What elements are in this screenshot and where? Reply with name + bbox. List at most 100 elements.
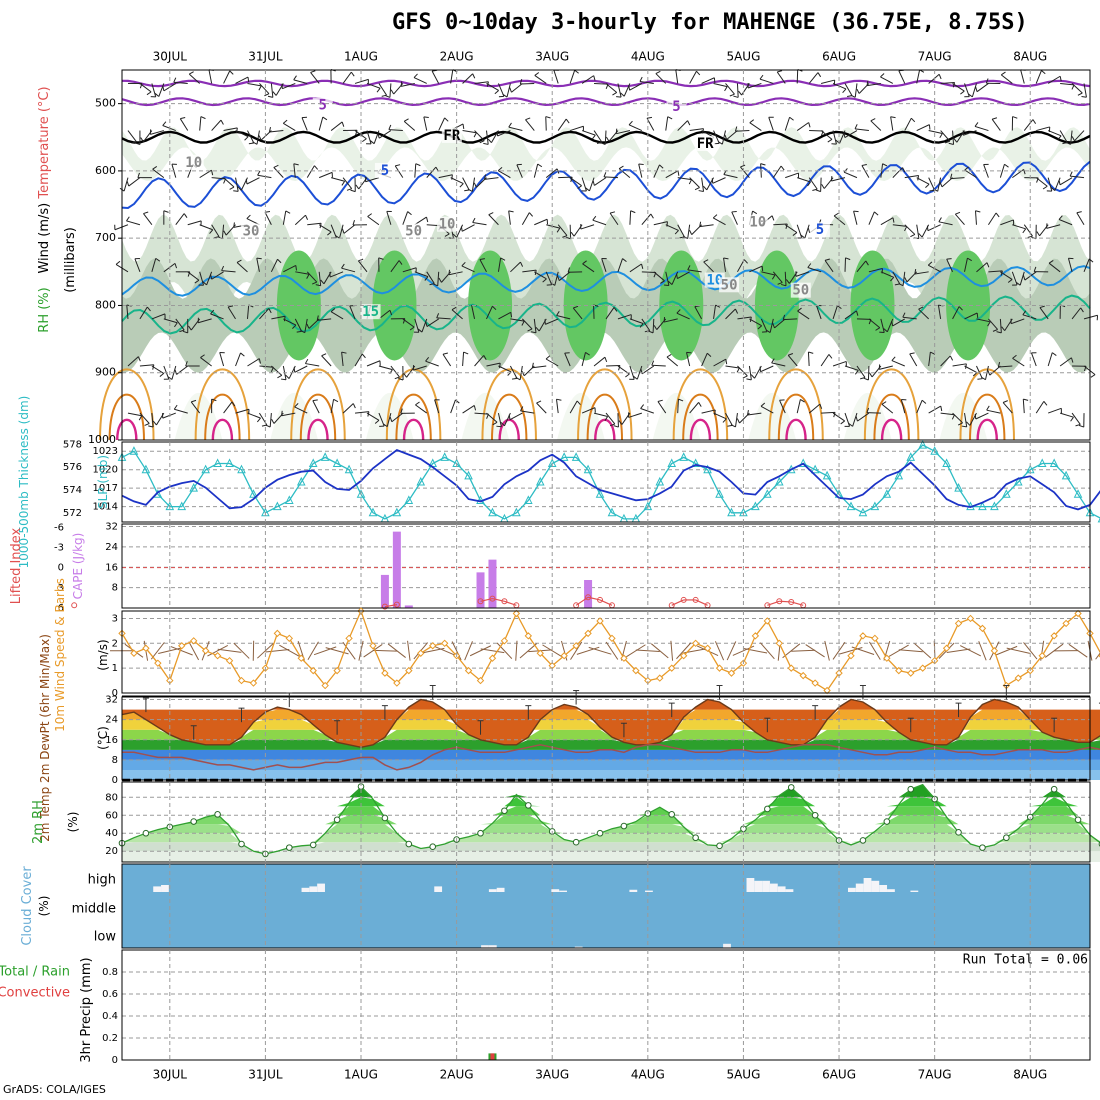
wind-barb — [259, 365, 274, 368]
slp-marker — [440, 452, 449, 461]
wind-barb — [650, 643, 669, 659]
slp-marker — [655, 476, 665, 486]
wind-barb-flag — [771, 358, 775, 364]
wind-barb-flag — [1022, 310, 1027, 316]
rh-marker — [405, 840, 413, 848]
wind-speed-marker — [883, 654, 891, 662]
wind-barb-flag — [868, 372, 873, 378]
wind-barb — [952, 83, 965, 92]
wind-barb — [805, 644, 825, 658]
wind-barb-flag — [265, 424, 271, 428]
wind-barb-flag — [891, 356, 896, 361]
wind-barb-flag — [747, 410, 749, 416]
wind-barb — [866, 82, 881, 87]
cape-bar — [380, 574, 389, 608]
wind-barb — [964, 258, 968, 272]
rh-band — [122, 797, 1100, 807]
wind-speed-marker — [154, 659, 162, 667]
wind-barb — [471, 305, 476, 320]
wind-barb — [904, 224, 916, 235]
wind-barb — [270, 259, 278, 273]
slp-marker — [273, 501, 282, 511]
cloud-ylabel: Cloud Cover — [20, 866, 35, 946]
wind-barb-flag — [531, 331, 537, 334]
wind-barb — [747, 412, 762, 416]
wind-barb — [909, 353, 918, 367]
wind-barb — [880, 217, 894, 226]
wind-barb — [694, 306, 703, 320]
wind-barb-flag — [987, 370, 991, 376]
wind-barb — [342, 403, 354, 414]
wind-barb-flag — [528, 212, 534, 217]
wind-barb — [462, 73, 474, 84]
wind-barb — [940, 355, 951, 367]
wind-barb-flag — [236, 127, 238, 133]
wind-barb-flag — [840, 420, 845, 425]
rh-marker — [381, 814, 389, 822]
wind-barb — [1083, 83, 1087, 98]
isotherm-25 — [873, 393, 910, 441]
wind-barb-flag — [646, 116, 653, 119]
wind-barb — [366, 412, 380, 421]
wind-barb-flag — [848, 423, 853, 427]
xsec-ylabel-rh-part: RH (%) — [37, 287, 52, 332]
wind-barb-flag — [930, 351, 936, 355]
wind-barb — [904, 174, 919, 179]
cloud-high-bar — [488, 889, 497, 892]
wind-barb — [294, 318, 303, 332]
wind-barb-flag — [902, 167, 906, 173]
wind-barb — [677, 271, 690, 280]
wind-barb-flag — [765, 329, 771, 333]
wind-speed-marker — [978, 624, 987, 633]
xsec-ylabel-left-part: Temperature (°C) — [37, 86, 52, 199]
rh-moist-blob — [468, 250, 513, 361]
wind-barb — [852, 412, 858, 427]
wind-barb — [343, 224, 356, 234]
wind-barb — [175, 318, 185, 331]
wind-barb — [279, 644, 300, 657]
wind-barb-flag — [294, 403, 299, 408]
wind-barb-flag — [736, 418, 740, 424]
wind-barb — [486, 362, 501, 367]
isotherm-25 — [586, 393, 624, 441]
xsec-tick-label: 900 — [95, 366, 116, 379]
wind-barb — [581, 352, 586, 367]
thickness-tick-label: 576 — [63, 462, 82, 473]
wind-barb — [952, 363, 967, 367]
wind-barb — [869, 641, 881, 660]
slp-marker — [990, 501, 999, 511]
wind-barb-flag — [146, 306, 151, 312]
contour-label: 5 — [816, 222, 824, 238]
precip-convective-bar — [490, 1053, 495, 1060]
wind-barb-flag — [1027, 235, 1033, 239]
wind-barb-flag — [817, 72, 822, 78]
wind-barb-flag — [712, 214, 718, 219]
wind-barb-flag — [258, 85, 262, 91]
wind-barb — [914, 271, 929, 275]
wind-barb — [857, 412, 870, 422]
wind-barb — [820, 130, 833, 140]
wind-barb — [321, 355, 332, 367]
slp-marker — [524, 495, 533, 504]
wind-barb — [604, 130, 607, 145]
wind-barb-flag — [258, 358, 261, 364]
wind-barb — [546, 224, 560, 229]
wind-barb — [940, 130, 951, 142]
wind-barb — [236, 262, 248, 273]
wind-barb-flag — [856, 310, 859, 316]
isotherm-25 — [490, 393, 528, 441]
wind-barb — [768, 117, 774, 131]
rh-marker — [1050, 785, 1058, 793]
wind-barb — [210, 313, 224, 320]
wind-barb — [665, 271, 670, 286]
wind-barb-flag — [233, 222, 235, 228]
wind-barb — [294, 406, 308, 414]
wind-barb-flag — [570, 177, 573, 183]
wind-barb-flag — [247, 77, 250, 83]
wind-barb — [486, 306, 493, 320]
wind-barb — [1059, 130, 1068, 143]
wind-barb — [282, 82, 296, 90]
wind-barb — [769, 318, 774, 333]
slp-marker — [225, 458, 234, 468]
wind-barb — [545, 358, 559, 367]
